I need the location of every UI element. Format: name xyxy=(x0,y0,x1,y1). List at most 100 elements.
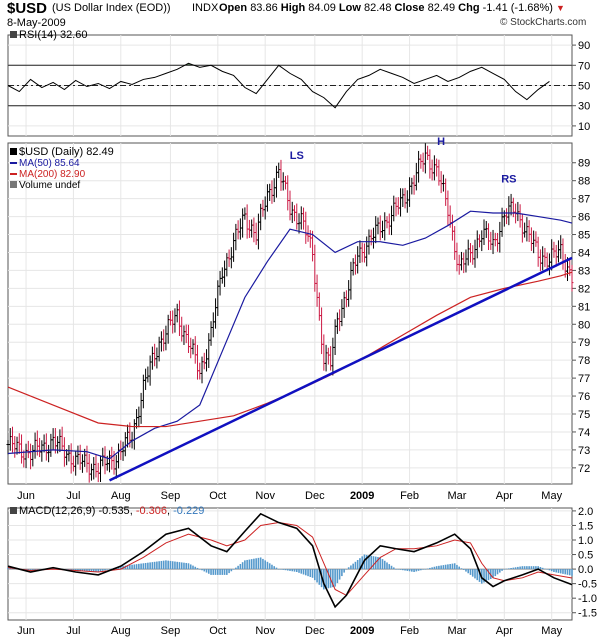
chg-value: -1.41 (-1.68%) xyxy=(482,2,553,14)
macd-histogram-bar xyxy=(70,569,72,570)
macd-tick-label: -1.0 xyxy=(578,593,597,605)
macd-histogram-bar xyxy=(332,569,334,588)
macd-tick-label: 1.0 xyxy=(578,535,593,547)
macd-histogram-bar xyxy=(487,569,490,581)
macd-histogram-bar xyxy=(359,558,361,570)
macd-histogram-bar xyxy=(259,557,262,570)
macd-histogram-bar xyxy=(38,569,41,570)
macd-histogram-bar xyxy=(223,569,226,575)
macd-histogram-bar xyxy=(494,569,497,577)
macd-histogram-bar xyxy=(196,567,199,570)
signal-value: -0.306 xyxy=(135,505,168,517)
macd-histogram-bar xyxy=(219,569,221,575)
macd-histogram-bar xyxy=(564,569,567,575)
macd-histogram-bar xyxy=(433,566,436,570)
price-legend: $USD (Daily) 82.49 MA(50) 85.64 MA(200) … xyxy=(10,147,114,191)
macd-histogram-bar xyxy=(404,569,406,571)
macd-histogram-bar xyxy=(314,569,316,581)
macd-histogram-bar xyxy=(271,564,273,570)
exchange: INDX xyxy=(192,2,219,14)
macd-histogram-bar xyxy=(253,558,255,570)
macd-histogram-bar xyxy=(453,563,456,570)
macd-histogram-bar xyxy=(388,564,391,570)
price-tick-label: 85 xyxy=(578,230,590,242)
macd-histogram-bar xyxy=(352,563,354,570)
price-tick-label: 75 xyxy=(578,409,590,421)
macd-histogram-bar xyxy=(138,563,140,570)
macd-histogram-bar xyxy=(108,569,111,570)
macd-histogram-bar xyxy=(237,565,239,570)
macd-histogram-bar xyxy=(205,569,208,573)
price-x-label: Mar xyxy=(447,490,466,502)
macd-histogram-bar xyxy=(255,558,257,570)
macd-histogram-bar xyxy=(449,564,451,570)
macd-histogram-bar xyxy=(160,560,163,570)
macd-histogram-bar xyxy=(537,566,539,570)
rsi-tick-label: 70 xyxy=(578,60,590,72)
macd-histogram-bar xyxy=(539,567,542,570)
macd-x-label: Aug xyxy=(111,625,131,637)
legend-ma50: MA(50) 85.64 xyxy=(10,158,114,169)
macd-histogram-bar xyxy=(392,567,395,570)
symbol: $USD xyxy=(7,0,48,17)
macd-histogram-bar xyxy=(381,559,384,570)
macd-histogram-bar xyxy=(81,569,84,571)
macd-histogram-bar xyxy=(562,569,564,574)
macd-histogram-bar xyxy=(194,566,197,570)
macd-histogram-bar xyxy=(413,569,415,572)
price-tick-label: 79 xyxy=(578,337,590,349)
macd-histogram-bar xyxy=(90,569,93,572)
macd-histogram-bar xyxy=(275,567,278,570)
macd-x-label: Sep xyxy=(161,625,181,637)
macd-x-label: 2009 xyxy=(350,625,374,637)
price-x-label: Aug xyxy=(111,490,131,502)
macd-histogram-bar xyxy=(187,563,190,570)
macd-histogram-bar xyxy=(92,569,95,572)
macd-histogram-bar xyxy=(571,569,573,576)
macd-x-label: Nov xyxy=(255,625,275,637)
macd-histogram-bar xyxy=(440,565,442,570)
macd-histogram-bar xyxy=(476,569,479,581)
macd-histogram-bar xyxy=(350,565,352,570)
macd-histogram-bar xyxy=(528,566,530,570)
price-x-label: Feb xyxy=(400,490,419,502)
quote-bar: Open 83.86 High 84.09 Low 82.48 Close 82… xyxy=(219,2,565,14)
macd-histogram-bar xyxy=(399,569,402,570)
macd-histogram-bar xyxy=(284,569,287,571)
legend-ma200-label: MA(200) 82.90 xyxy=(19,169,86,180)
macd-histogram-bar xyxy=(34,569,36,570)
macd-legend-prefix: MACD(12,26,9) xyxy=(19,505,96,517)
macd-histogram-bar xyxy=(286,569,289,571)
low-label: Low xyxy=(338,2,361,14)
macd-histogram-bar xyxy=(370,555,373,570)
macd-histogram-bar xyxy=(451,563,454,570)
macd-histogram-bar xyxy=(248,559,251,570)
macd-histogram-bar xyxy=(169,560,172,570)
price-x-label: Jun xyxy=(17,490,35,502)
price-x-label: Nov xyxy=(255,490,275,502)
symbol-name: (US Dollar Index (EOD)) xyxy=(52,2,171,14)
macd-x-label: Feb xyxy=(400,625,419,637)
price-x-label: Dec xyxy=(305,490,325,502)
macd-tick-label: 0.0 xyxy=(578,564,593,576)
macd-histogram-bar xyxy=(465,569,467,572)
macd-histogram-bar xyxy=(135,564,138,570)
macd-histogram-bar xyxy=(420,569,422,571)
macd-histogram-bar xyxy=(133,564,136,570)
macd-histogram-bar xyxy=(435,566,438,570)
macd-histogram-bar xyxy=(544,568,546,570)
macd-histogram-bar xyxy=(503,569,506,570)
macd-histogram-bar xyxy=(214,569,217,575)
macd-histogram-bar xyxy=(183,562,185,570)
price-tick-label: 87 xyxy=(578,194,590,206)
open-label: Open xyxy=(219,2,248,14)
macd-histogram-bar xyxy=(174,561,176,570)
macd-histogram-bar xyxy=(241,562,244,570)
macd-legend: MACD(12,26,9) -0.535, -0.306, -0.229 xyxy=(10,505,204,517)
macd-histogram-bar xyxy=(514,567,517,570)
macd-histogram-bar xyxy=(180,562,183,570)
macd-histogram-bar xyxy=(444,564,447,570)
macd-histogram-bar xyxy=(512,567,515,570)
legend-volume: Volume undef xyxy=(10,180,114,191)
price-x-label: Sep xyxy=(161,490,181,502)
